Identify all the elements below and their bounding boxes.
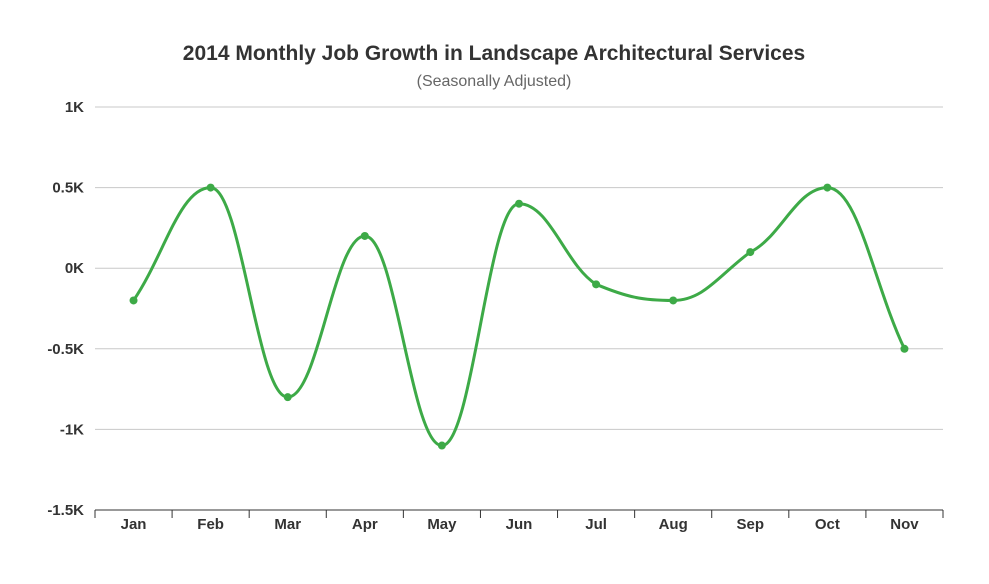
data-point (746, 248, 755, 257)
x-tick-label: Jun (506, 516, 533, 533)
x-tick-label: Nov (890, 516, 919, 533)
data-point (360, 231, 369, 240)
y-tick-label: -0.5K (47, 341, 84, 358)
y-tick-label: 1K (65, 99, 84, 116)
chart-title: 2014 Monthly Job Growth in Landscape Arc… (183, 42, 805, 65)
data-point (669, 296, 678, 305)
x-tick-label: Aug (659, 516, 688, 533)
y-tick-label: 0K (65, 260, 84, 277)
y-tick-label: 0.5K (52, 180, 84, 197)
x-tick-label: May (427, 516, 457, 533)
data-point (900, 344, 909, 353)
x-tick-label: Apr (352, 516, 378, 533)
data-point (515, 199, 523, 208)
data-point (206, 183, 215, 192)
series-line (132, 186, 906, 448)
data-point (823, 183, 832, 192)
x-tick-label: Feb (197, 516, 224, 533)
data-point (283, 393, 292, 402)
x-tick-label: Sep (737, 516, 765, 533)
x-tick-label: Oct (815, 516, 840, 533)
x-tick-label: Jan (121, 516, 147, 533)
y-tick-label: -1.5K (47, 502, 84, 519)
x-tick-label: Jul (585, 516, 607, 533)
y-tick-label: -1K (60, 421, 84, 438)
chart-subtitle: (Seasonally Adjusted) (417, 73, 572, 90)
data-point (129, 296, 138, 305)
x-tick-label: Mar (274, 516, 301, 533)
data-point (592, 280, 601, 289)
data-point (437, 441, 446, 450)
